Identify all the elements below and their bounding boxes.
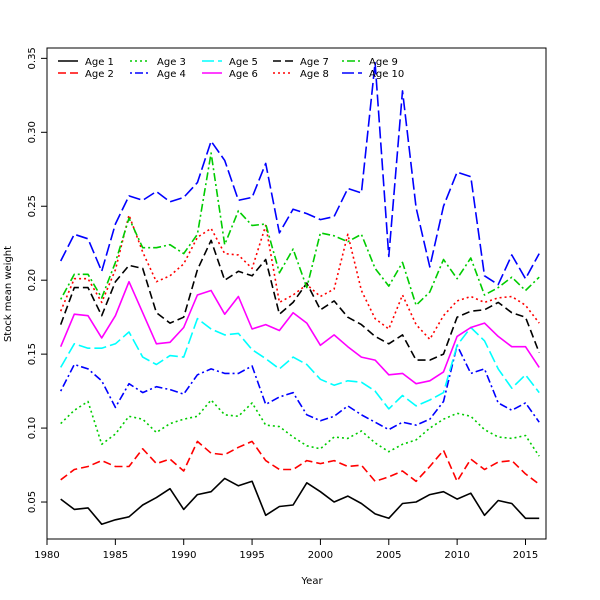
x-tick-label: 1995 <box>239 550 264 561</box>
plot-frame <box>46 47 547 540</box>
series-age-6 <box>59 280 540 385</box>
legend: Age 1 Age 3 Age 5 Age 7 Age 9 Age 2 Age 4 Age 6… <box>58 57 404 80</box>
legend-label: Age 1 <box>85 57 114 68</box>
y-tick-label: 0.25 <box>27 195 38 217</box>
x-tick-label: 2000 <box>308 550 333 561</box>
legend-label: Age 6 <box>229 69 258 80</box>
series-age-1 <box>60 477 540 526</box>
y-tick-label: 0.15 <box>27 343 38 365</box>
x-tick-label: 1980 <box>34 550 59 561</box>
series-age-10 <box>59 61 540 286</box>
y-tick-label: 0.10 <box>27 417 38 439</box>
series-age-4 <box>59 344 540 431</box>
series-age-2 <box>60 440 540 485</box>
legend-label: Age 8 <box>300 69 329 80</box>
y-axis-title: Stock mean weight <box>3 246 14 342</box>
x-tick-label: 2005 <box>376 550 401 561</box>
axes: 1980 1985 1990 1995 2000 2005 2010 2015 0.05 0.10… <box>27 47 538 561</box>
series-age-3 <box>60 399 540 457</box>
x-tick-label: 2010 <box>444 550 469 561</box>
series-layer <box>59 61 540 526</box>
y-tick-label: 0.20 <box>27 269 38 291</box>
legend-label: Age 10 <box>369 69 404 80</box>
y-tick-label: 0.30 <box>27 121 38 143</box>
x-axis-title: Year <box>300 576 323 587</box>
legend-label: Age 2 <box>85 69 114 80</box>
y-tick-label: 0.35 <box>27 47 38 69</box>
y-tick-label: 0.05 <box>27 491 38 513</box>
x-tick-label: 2015 <box>513 550 538 561</box>
series-age-5 <box>60 317 540 410</box>
legend-label: Age 9 <box>369 57 398 68</box>
series-age-9 <box>59 152 540 307</box>
legend-label: Age 3 <box>157 57 186 68</box>
series-age-8 <box>59 214 540 341</box>
legend-label: Age 7 <box>300 57 329 68</box>
legend-label: Age 5 <box>229 57 258 68</box>
x-tick-label: 1990 <box>171 550 196 561</box>
series-age-7 <box>59 239 540 361</box>
legend-label: Age 4 <box>157 69 186 80</box>
x-tick-label: 1985 <box>103 550 128 561</box>
